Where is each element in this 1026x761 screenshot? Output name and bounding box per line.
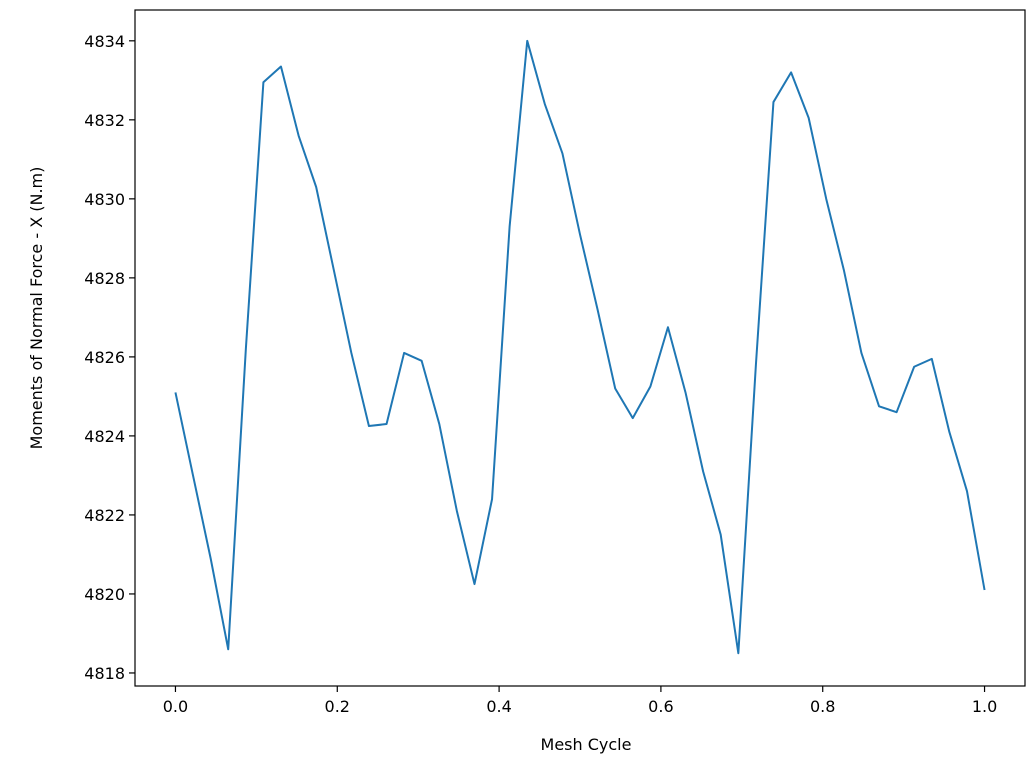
y-axis-ticks: 4818 4820 4822 4824 4826 4828 4830 4832 4834 <box>84 32 135 683</box>
y-tick-label: 4830 <box>84 190 125 209</box>
x-tick-label: 0.2 <box>325 697 350 716</box>
series-line <box>174 39 986 655</box>
x-tick-label: 0.6 <box>648 697 673 716</box>
y-axis-label: Moments of Normal Force - X (N.m) <box>27 167 46 450</box>
y-tick-label: 4822 <box>84 506 125 525</box>
plot-area-frame <box>134 9 1026 687</box>
x-tick-label: 1.0 <box>972 697 997 716</box>
y-tick-label: 4834 <box>84 32 125 51</box>
y-tick-label: 4828 <box>84 269 125 288</box>
y-tick-label: 4820 <box>84 585 125 604</box>
x-tick-label: 0.8 <box>810 697 835 716</box>
y-tick-label: 4818 <box>84 664 125 683</box>
x-tick-label: 0.4 <box>486 697 511 716</box>
y-tick-label: 4824 <box>84 427 125 446</box>
x-axis-label: Mesh Cycle <box>541 735 632 754</box>
y-tick-label: 4832 <box>84 111 125 130</box>
x-tick-label: 0.0 <box>163 697 188 716</box>
x-axis-ticks: 0.0 0.2 0.4 0.6 0.8 1.0 <box>163 686 997 716</box>
y-tick-label: 4826 <box>84 348 125 367</box>
